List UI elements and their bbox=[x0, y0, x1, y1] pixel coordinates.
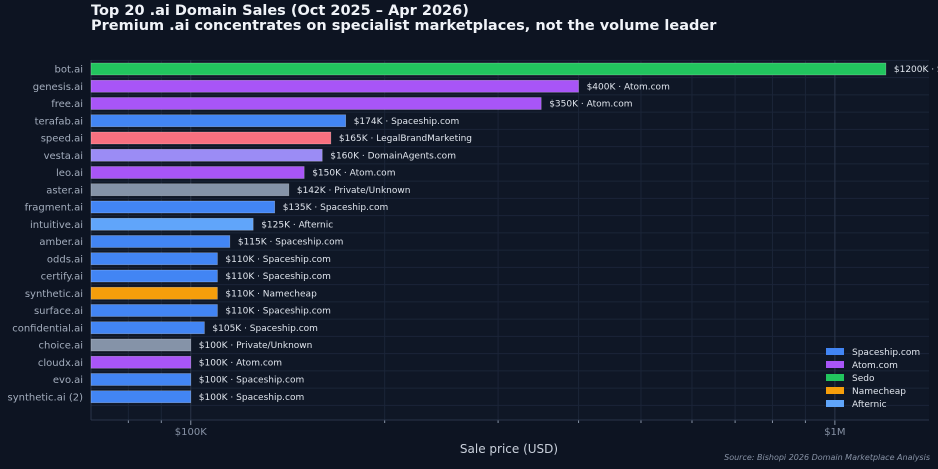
bar-group: certify.ai $110K · Spaceship.com bbox=[41, 269, 331, 283]
bar bbox=[90, 114, 347, 128]
data-label: $150K · Atom.com bbox=[312, 169, 395, 179]
bar bbox=[90, 338, 192, 352]
data-label: $174K · Spaceship.com bbox=[354, 117, 460, 127]
bar-group: aster.ai $142K · Private/Unknown bbox=[46, 183, 411, 197]
data-label: $165K · LegalBrandMarketing bbox=[339, 134, 472, 144]
bar-group: odds.ai $110K · Spaceship.com bbox=[47, 252, 331, 266]
y-tick-label: terafab.ai bbox=[35, 116, 83, 127]
data-label: $115K · Spaceship.com bbox=[238, 238, 344, 248]
legend: Spaceship.com Atom.com Sedo Namecheap Aftern… bbox=[826, 348, 920, 410]
bar-group: intuitive.ai $125K · Afternic bbox=[30, 217, 333, 231]
y-tick-label: cloudx.ai bbox=[38, 358, 83, 369]
bar bbox=[90, 269, 218, 283]
bar-group: speed.ai $165K · LegalBrandMarketing bbox=[41, 131, 472, 145]
bar-group: synthetic.ai (2) $100K · Spaceship.com bbox=[7, 390, 305, 404]
y-tick-label: choice.ai bbox=[39, 341, 83, 352]
y-tick-label: odds.ai bbox=[47, 254, 83, 265]
legend-label: Namecheap bbox=[852, 387, 906, 397]
bar-group: surface.ai $110K · Spaceship.com bbox=[34, 304, 331, 317]
bar bbox=[90, 252, 218, 266]
data-label: $100K · Atom.com bbox=[199, 358, 282, 368]
legend-swatch bbox=[826, 400, 844, 407]
y-tick-label: speed.ai bbox=[41, 134, 83, 145]
bar-group: bot.ai $1200K · Sedo bbox=[55, 62, 938, 76]
bar-group: evo.ai $100K · Spaceship.com bbox=[53, 373, 305, 386]
data-label: $1200K · Sedo bbox=[894, 65, 938, 75]
bar-group: cloudx.ai $100K · Atom.com bbox=[38, 355, 282, 369]
legend-swatch bbox=[826, 361, 844, 368]
y-tick-label: aster.ai bbox=[46, 185, 83, 196]
bar-group: leo.ai $150K · Atom.com bbox=[56, 166, 395, 179]
y-tick-label: free.ai bbox=[51, 99, 83, 110]
bar-group: synthetic.ai $110K · Namecheap bbox=[25, 286, 317, 300]
data-label: $125K · Afternic bbox=[261, 220, 333, 230]
data-label: $135K · Spaceship.com bbox=[283, 203, 389, 213]
y-tick-label: intuitive.ai bbox=[30, 220, 83, 231]
bar-group: fragment.ai $135K · Spaceship.com bbox=[25, 200, 389, 214]
data-label: $400K · Atom.com bbox=[587, 82, 670, 92]
legend-label: Spaceship.com bbox=[852, 348, 920, 358]
x-axis-label: Sale price (USD) bbox=[460, 442, 558, 456]
bar bbox=[90, 183, 290, 197]
chart-title: Top 20 .ai Domain Sales (Oct 2025 – Apr … bbox=[91, 3, 469, 19]
data-label: $142K · Private/Unknown bbox=[297, 186, 411, 196]
y-tick-label: evo.ai bbox=[53, 375, 83, 386]
bar-group: choice.ai $100K · Private/Unknown bbox=[39, 338, 313, 352]
bar bbox=[90, 321, 205, 335]
data-label: $110K · Namecheap bbox=[225, 289, 317, 299]
data-label: $100K · Private/Unknown bbox=[199, 341, 313, 351]
legend-swatch bbox=[826, 348, 844, 355]
data-label: $100K · Spaceship.com bbox=[199, 393, 305, 403]
bar-group: amber.ai $115K · Spaceship.com bbox=[39, 235, 344, 248]
bar bbox=[90, 217, 254, 231]
data-label: $110K · Spaceship.com bbox=[225, 272, 331, 282]
source-note: Source: Bishopi 2026 Domain Marketplace … bbox=[724, 453, 930, 462]
legend-swatch bbox=[826, 387, 844, 394]
y-tick-label: synthetic.ai bbox=[25, 289, 83, 300]
data-label: $160K · DomainAgents.com bbox=[330, 151, 456, 161]
bar bbox=[90, 235, 231, 248]
bar bbox=[90, 286, 218, 300]
y-tick-label: confidential.ai bbox=[12, 323, 83, 334]
y-tick-label: vesta.ai bbox=[44, 151, 83, 162]
legend-label: Sedo bbox=[852, 374, 875, 384]
bar bbox=[90, 390, 192, 404]
bar bbox=[90, 62, 887, 76]
bar bbox=[90, 373, 192, 386]
bar bbox=[90, 355, 192, 369]
y-tick-label: amber.ai bbox=[39, 237, 83, 248]
chart-subtitle: Premium .ai concentrates on specialist m… bbox=[91, 18, 717, 34]
y-tick-label: bot.ai bbox=[55, 65, 83, 76]
bar bbox=[90, 304, 218, 317]
y-tick-label: synthetic.ai (2) bbox=[7, 392, 83, 403]
legend-swatch bbox=[826, 374, 844, 381]
data-label: $110K · Spaceship.com bbox=[225, 307, 331, 317]
bar bbox=[90, 200, 276, 214]
x-tick-label: $100K bbox=[175, 427, 207, 438]
bar-group: confidential.ai $105K · Spaceship.com bbox=[12, 321, 318, 335]
legend-label: Afternic bbox=[852, 400, 887, 410]
bar-group: genesis.ai $400K · Atom.com bbox=[33, 79, 670, 93]
bar bbox=[90, 166, 305, 179]
bar bbox=[90, 148, 323, 162]
data-label: $100K · Spaceship.com bbox=[199, 376, 305, 386]
bar bbox=[90, 97, 542, 110]
x-tick-label: $1M bbox=[824, 427, 845, 438]
data-label: $350K · Atom.com bbox=[549, 100, 632, 110]
y-tick-label: genesis.ai bbox=[33, 82, 83, 93]
data-label: $110K · Spaceship.com bbox=[225, 255, 331, 265]
bar-group: terafab.ai $174K · Spaceship.com bbox=[35, 114, 460, 128]
data-label: $105K · Spaceship.com bbox=[212, 324, 318, 334]
legend-label: Atom.com bbox=[852, 361, 898, 371]
y-tick-label: leo.ai bbox=[56, 168, 83, 179]
bar-group: vesta.ai $160K · DomainAgents.com bbox=[44, 148, 456, 162]
y-tick-label: certify.ai bbox=[41, 272, 83, 283]
y-tick-label: surface.ai bbox=[34, 306, 83, 317]
bar bbox=[90, 131, 332, 145]
y-tick-label: fragment.ai bbox=[25, 203, 83, 214]
bar-group: free.ai $350K · Atom.com bbox=[51, 97, 632, 110]
bar bbox=[90, 79, 579, 93]
